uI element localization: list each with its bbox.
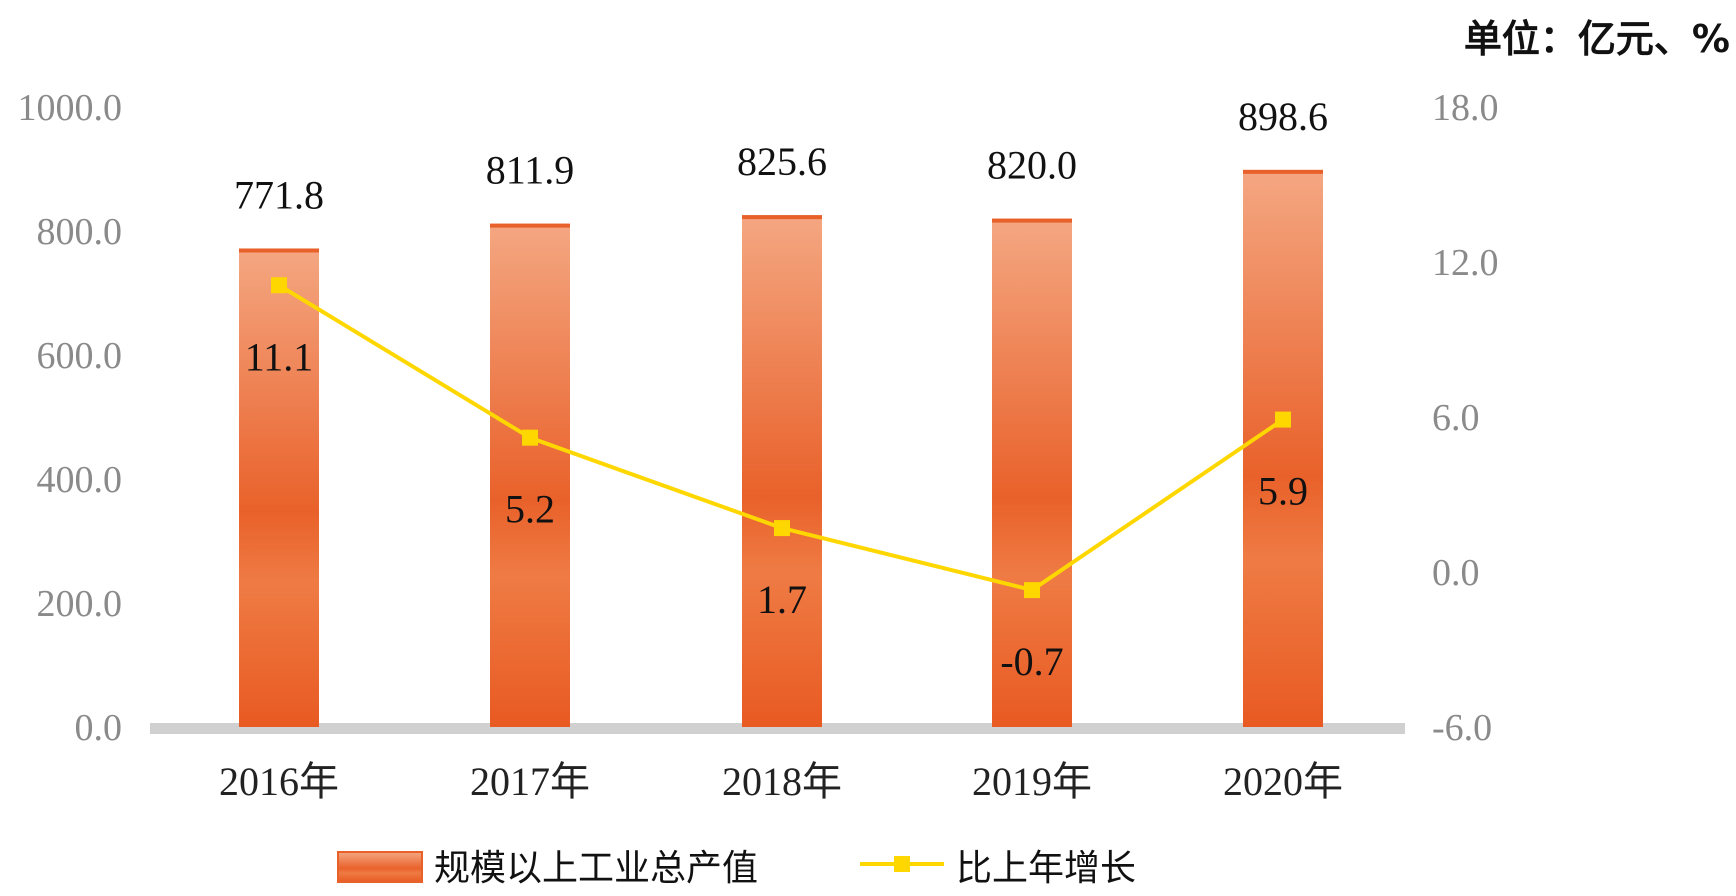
bar-cap bbox=[1243, 169, 1323, 174]
bar-value-labels: 771.8 811.9 825.6 820.0 898.6 bbox=[234, 94, 1328, 218]
bar bbox=[992, 218, 1072, 727]
growth-point bbox=[271, 277, 287, 294]
growth-value-label: -0.7 bbox=[1000, 639, 1063, 684]
bar-series bbox=[239, 169, 1323, 728]
bar-value-label: 771.8 bbox=[234, 172, 324, 217]
growth-value-label: 5.9 bbox=[1258, 469, 1308, 514]
bar-cap bbox=[992, 218, 1072, 223]
left-tick-label: 0.0 bbox=[75, 707, 123, 749]
category-labels: 2016年 2017年 2018年 2019年 2020年 bbox=[219, 759, 1343, 804]
right-tick-label: 12.0 bbox=[1432, 242, 1499, 284]
category-label: 2017年 bbox=[470, 759, 590, 804]
left-tick-label: 400.0 bbox=[37, 459, 123, 501]
line-series bbox=[271, 277, 1291, 599]
bar-value-label: 820.0 bbox=[987, 143, 1077, 188]
left-tick-label: 800.0 bbox=[37, 211, 123, 253]
bar-cap bbox=[490, 223, 570, 228]
category-label: 2018年 bbox=[722, 759, 842, 804]
growth-point bbox=[522, 429, 538, 446]
legend: 规模以上工业总产值 比上年增长 bbox=[337, 848, 1136, 889]
left-tick-label: 600.0 bbox=[37, 335, 123, 377]
right-tick-label: 6.0 bbox=[1432, 397, 1480, 439]
growth-point bbox=[774, 520, 790, 537]
growth-value-label: 11.1 bbox=[245, 334, 314, 379]
legend-label-line: 比上年增长 bbox=[956, 848, 1136, 889]
left-tick-label: 1000.0 bbox=[18, 87, 123, 129]
right-tick-label: 18.0 bbox=[1432, 87, 1499, 129]
line-value-labels: 11.1 5.2 1.7 -0.7 5.9 bbox=[245, 334, 1308, 684]
bar-cap bbox=[742, 215, 822, 220]
growth-value-label: 5.2 bbox=[505, 487, 555, 532]
bar-cap bbox=[239, 248, 319, 253]
bar-value-label: 825.6 bbox=[737, 139, 827, 184]
category-label: 2020年 bbox=[1223, 759, 1343, 804]
growth-value-label: 1.7 bbox=[757, 577, 807, 622]
bar bbox=[490, 223, 570, 727]
right-axis-ticks: -6.0 0.0 6.0 12.0 18.0 bbox=[1432, 87, 1499, 749]
right-tick-label: 0.0 bbox=[1432, 552, 1480, 594]
bar-value-label: 811.9 bbox=[486, 148, 575, 193]
legend-swatch-bar bbox=[337, 851, 423, 883]
growth-point bbox=[1275, 411, 1291, 428]
right-tick-label: -6.0 bbox=[1432, 707, 1492, 749]
legend-swatch-marker bbox=[894, 856, 910, 872]
bar bbox=[742, 215, 822, 728]
growth-point bbox=[1024, 582, 1040, 599]
x-axis-baseline bbox=[150, 723, 1405, 734]
left-tick-label: 200.0 bbox=[37, 583, 123, 625]
legend-label-bar: 规模以上工业总产值 bbox=[434, 848, 758, 889]
bar-value-label: 898.6 bbox=[1238, 94, 1328, 139]
left-axis-ticks: 0.0 200.0 400.0 600.0 800.0 1000.0 bbox=[18, 87, 123, 749]
category-label: 2019年 bbox=[972, 759, 1092, 804]
bar bbox=[1243, 169, 1323, 728]
unit-label: 单位：亿元、% bbox=[1464, 17, 1730, 61]
bar bbox=[239, 248, 319, 727]
category-label: 2016年 bbox=[219, 759, 339, 804]
